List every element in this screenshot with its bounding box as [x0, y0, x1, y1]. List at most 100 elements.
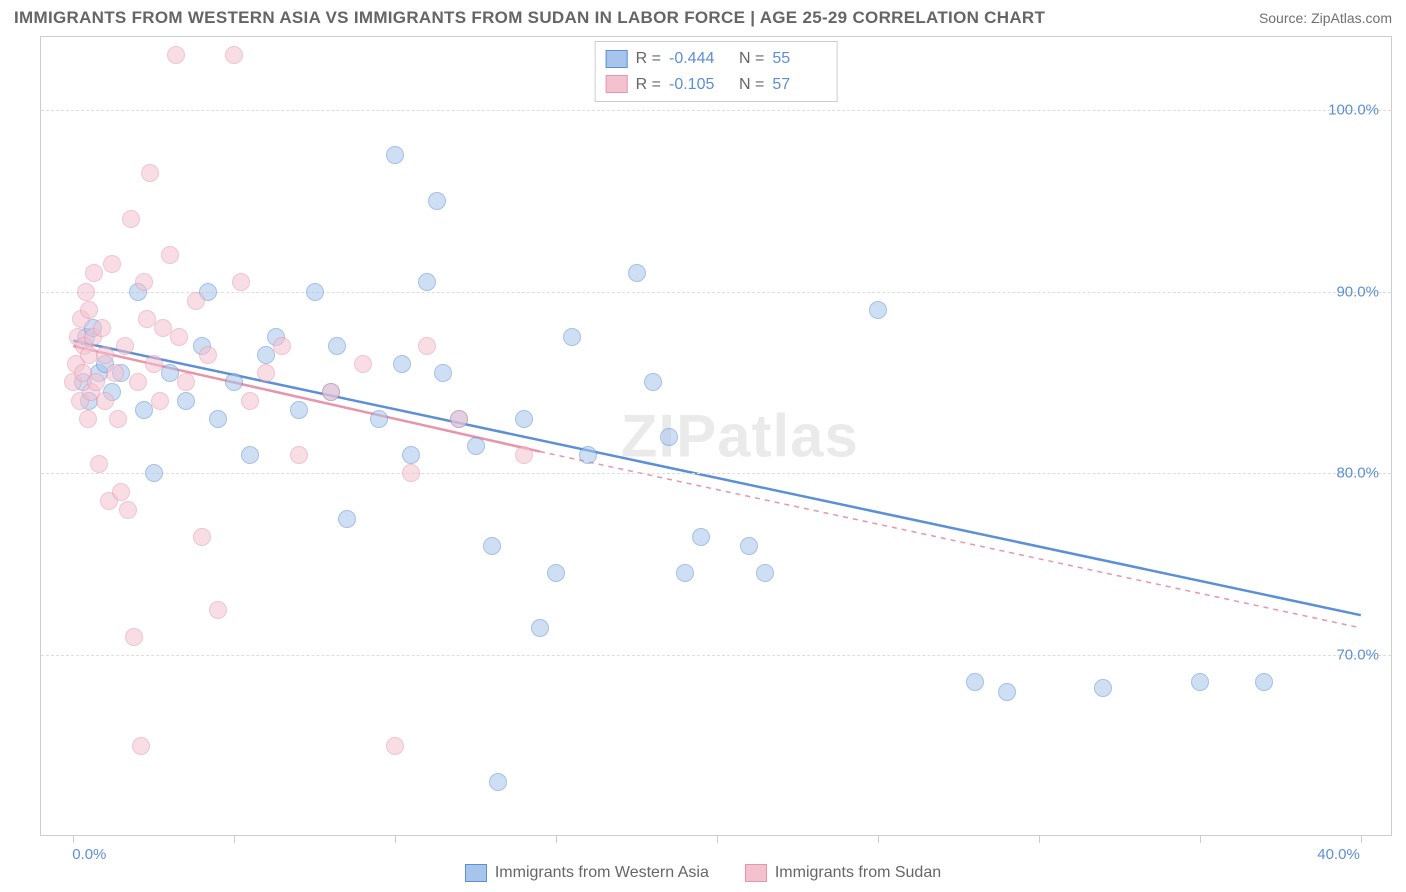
n-value: 55: [772, 46, 826, 72]
x-tick: [556, 835, 557, 843]
x-tick: [1039, 835, 1040, 843]
scatter-point: [80, 301, 98, 319]
scatter-point: [515, 410, 533, 428]
chart-title: IMMIGRANTS FROM WESTERN ASIA VS IMMIGRAN…: [14, 8, 1045, 28]
legend-item: Immigrants from Sudan: [745, 864, 941, 882]
r-value: -0.105: [669, 72, 723, 98]
r-label: R =: [636, 46, 661, 72]
scatter-point: [241, 446, 259, 464]
source-label: Source:: [1259, 10, 1307, 26]
scatter-point: [257, 346, 275, 364]
scatter-point: [125, 628, 143, 646]
legend-swatch: [606, 75, 628, 93]
legend-swatch: [745, 864, 767, 882]
legend-label: Immigrants from Sudan: [775, 864, 941, 882]
scatter-point: [79, 410, 97, 428]
scatter-point: [103, 255, 121, 273]
legend-swatch: [465, 864, 487, 882]
scatter-point: [161, 246, 179, 264]
scatter-point: [531, 619, 549, 637]
scatter-point: [386, 146, 404, 164]
legend-label: Immigrants from Western Asia: [495, 864, 709, 882]
scatter-point: [644, 373, 662, 391]
x-tick: [234, 835, 235, 843]
scatter-point: [628, 264, 646, 282]
scatter-point: [199, 346, 217, 364]
scatter-point: [740, 537, 758, 555]
scatter-point: [93, 319, 111, 337]
scatter-point: [660, 428, 678, 446]
scatter-point: [257, 364, 275, 382]
x-tick: [395, 835, 396, 843]
scatter-point: [135, 401, 153, 419]
chart-container: IMMIGRANTS FROM WESTERN ASIA VS IMMIGRAN…: [0, 0, 1406, 892]
gridline-h: [41, 110, 1391, 111]
gridline-h: [41, 292, 1391, 293]
scatter-point: [483, 537, 501, 555]
scatter-point: [209, 410, 227, 428]
scatter-point: [467, 437, 485, 455]
scatter-point: [177, 392, 195, 410]
scatter-point: [96, 346, 114, 364]
scatter-point: [129, 373, 147, 391]
trend-line-extension: [540, 452, 1361, 628]
trend-lines-svg: [41, 37, 1393, 837]
x-tick-label: 0.0%: [72, 846, 106, 863]
scatter-point: [90, 455, 108, 473]
scatter-point: [170, 328, 188, 346]
legend-swatch: [606, 50, 628, 68]
gridline-h: [41, 473, 1391, 474]
legend-row: R =-0.105N =57: [606, 72, 827, 98]
scatter-point: [290, 401, 308, 419]
scatter-point: [966, 673, 984, 691]
scatter-point: [306, 283, 324, 301]
scatter-point: [338, 510, 356, 528]
x-tick: [878, 835, 879, 843]
scatter-point: [232, 273, 250, 291]
scatter-point: [418, 337, 436, 355]
trend-line: [73, 346, 540, 451]
x-tick: [1361, 835, 1362, 843]
scatter-point: [145, 464, 163, 482]
scatter-point: [132, 737, 150, 755]
scatter-point: [109, 410, 127, 428]
scatter-point: [85, 264, 103, 282]
scatter-point: [998, 683, 1016, 701]
n-label: N =: [739, 46, 764, 72]
scatter-point: [1191, 673, 1209, 691]
scatter-point: [225, 373, 243, 391]
n-label: N =: [739, 72, 764, 98]
scatter-point: [1094, 679, 1112, 697]
scatter-point: [151, 392, 169, 410]
gridline-h: [41, 655, 1391, 656]
y-tick-label: 100.0%: [1328, 101, 1379, 118]
scatter-point: [177, 373, 195, 391]
scatter-point: [119, 501, 137, 519]
scatter-point: [112, 483, 130, 501]
scatter-point: [402, 464, 420, 482]
scatter-point: [354, 355, 372, 373]
scatter-point: [290, 446, 308, 464]
n-value: 57: [772, 72, 826, 98]
scatter-point: [386, 737, 404, 755]
scatter-point: [579, 446, 597, 464]
scatter-point: [145, 355, 163, 373]
y-tick-label: 90.0%: [1336, 283, 1379, 300]
scatter-point: [241, 392, 259, 410]
scatter-point: [141, 164, 159, 182]
y-tick-label: 70.0%: [1336, 647, 1379, 664]
scatter-point: [547, 564, 565, 582]
scatter-point: [692, 528, 710, 546]
r-value: -0.444: [669, 46, 723, 72]
scatter-point: [869, 301, 887, 319]
scatter-point: [209, 601, 227, 619]
scatter-point: [106, 364, 124, 382]
plot-area: ZIPatlas R =-0.444N =55R =-0.105N =57 70…: [40, 36, 1392, 836]
legend-item: Immigrants from Western Asia: [465, 864, 709, 882]
y-tick-label: 80.0%: [1336, 465, 1379, 482]
scatter-point: [96, 392, 114, 410]
scatter-point: [402, 446, 420, 464]
scatter-point: [428, 192, 446, 210]
scatter-point: [756, 564, 774, 582]
scatter-point: [193, 528, 211, 546]
